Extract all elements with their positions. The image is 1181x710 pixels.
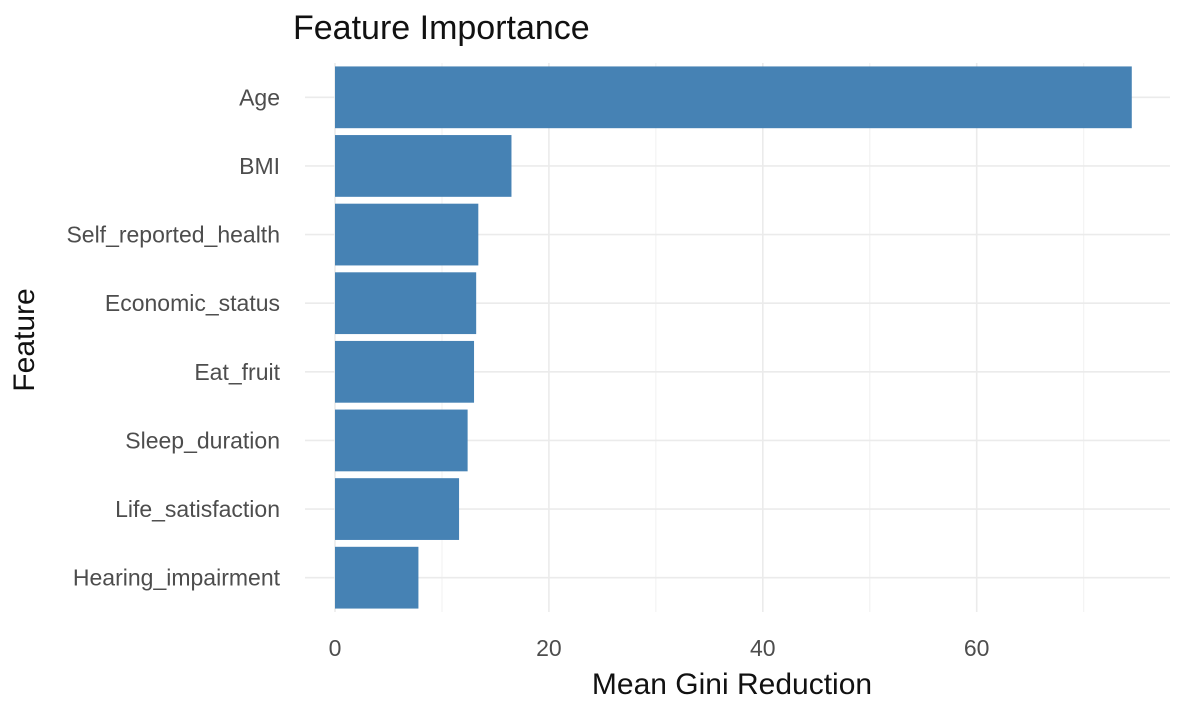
bar-sleep-duration [335,409,468,472]
bars-layer [335,66,1132,609]
bar-age [335,66,1132,129]
chart-title: Feature Importance [293,9,590,47]
y-tick-label: Life_satisfaction [115,496,280,522]
y-tick-label: Self_reported_health [66,222,280,248]
y-axis-title: Feature [8,288,41,391]
y-tick-label: Hearing_impairment [73,565,281,591]
y-tick-label: Age [239,84,280,110]
x-axis-title: Mean Gini Reduction [592,668,872,701]
y-tick-label: Economic_status [105,290,280,316]
x-tick-labels: 0 20 40 60 [329,635,990,661]
y-tick-label: Sleep_duration [125,427,280,453]
y-tick-labels: Age BMI Self_reported_health Economic_statu… [66,84,280,590]
bar-hearing-impairment [335,546,419,609]
x-tick-label: 60 [964,635,990,661]
x-tick-label: 20 [536,635,562,661]
y-tick-label: Eat_fruit [194,359,280,385]
bar-eat-fruit [335,340,475,403]
bar-economic-status [335,272,477,335]
bar-self-reported-health [335,203,479,266]
x-tick-label: 0 [329,635,342,661]
x-tick-label: 40 [750,635,776,661]
bar-bmi [335,135,512,197]
bar-life-satisfaction [335,478,460,540]
y-tick-label: BMI [239,153,280,179]
